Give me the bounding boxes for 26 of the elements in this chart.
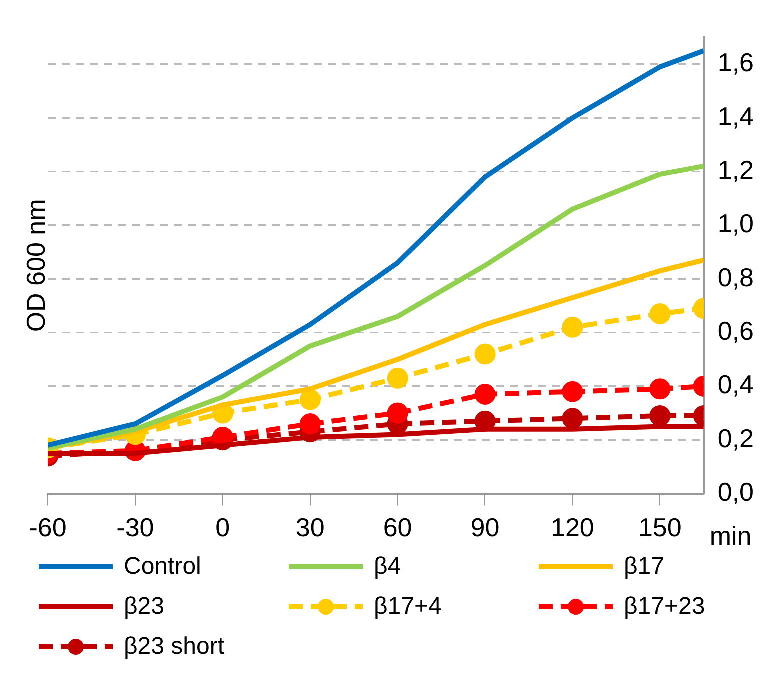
x-tick-label: 120 xyxy=(550,512,594,543)
y-tick-label: 0,4 xyxy=(718,370,754,400)
x-tick-label: 0 xyxy=(216,512,230,543)
y-tick-label: 0,6 xyxy=(718,316,754,346)
legend-label: β17+4 xyxy=(374,593,442,621)
y-tick-label: 1,6 xyxy=(718,48,754,78)
y-axis-title: OD 600 nm xyxy=(21,199,52,332)
x-tick-label: 60 xyxy=(383,512,412,543)
legend-label: β23 xyxy=(124,593,164,621)
legend-label: β17+23 xyxy=(624,593,706,621)
x-tick-label: 150 xyxy=(638,512,682,543)
legend-label: β4 xyxy=(374,553,402,581)
y-tick-label: 0,2 xyxy=(718,423,754,454)
y-tick-label: 1,4 xyxy=(718,101,754,132)
y-tick-label: 0,0 xyxy=(718,476,754,507)
x-tick-label: -60 xyxy=(29,512,67,543)
x-axis-title: min xyxy=(710,520,752,551)
legend-label: Control xyxy=(124,553,202,581)
x-tick-label: 30 xyxy=(296,512,325,543)
legend-label: β23 short xyxy=(124,633,225,661)
y-tick-label: 0,8 xyxy=(718,262,754,292)
y-tick-label: 1,0 xyxy=(718,208,754,239)
legend-label: β17 xyxy=(624,553,664,581)
y-tick-label: 1,2 xyxy=(718,154,754,185)
x-tick-label: 90 xyxy=(470,512,500,543)
x-tick-label: -30 xyxy=(116,512,154,543)
